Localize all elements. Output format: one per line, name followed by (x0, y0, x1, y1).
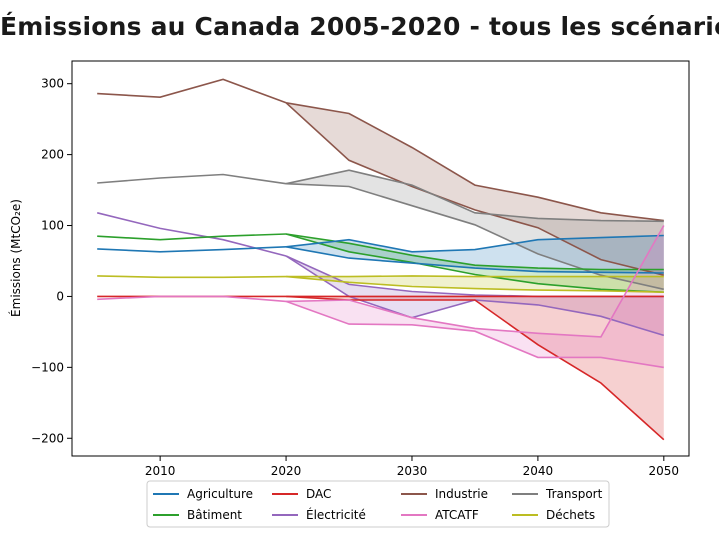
dechets-historical-line (97, 275, 287, 279)
x-tick-label: 2030 (397, 464, 428, 478)
batiment-range-area (286, 234, 664, 293)
x-tick-label: 2040 (523, 464, 554, 478)
x-tick-label: 2010 (145, 464, 176, 478)
plot-frame (71, 60, 690, 457)
y-tick-label: 200 (41, 148, 64, 162)
y-tick-label: 100 (41, 219, 64, 233)
x-tick-label: 2050 (649, 464, 680, 478)
transport-lower-line (286, 182, 664, 291)
y-tick-label: 300 (41, 77, 64, 91)
chart-title: Émissions au Canada 2005-2020 - tous les… (0, 12, 719, 41)
transport-upper-line (285, 169, 664, 223)
industrie-upper-line (285, 102, 664, 222)
industrie-lower-line (285, 102, 664, 276)
dechets-range-area (286, 275, 664, 293)
legend-frame (146, 480, 610, 528)
legend-label-electricite: Électricité (306, 507, 366, 522)
dac-range-area (286, 296, 664, 440)
transport-range-area (286, 170, 664, 290)
y-tick-label: −200 (31, 431, 64, 445)
atcatf-lower-line (285, 300, 664, 369)
agriculture-lower-line (285, 246, 664, 274)
agriculture-upper-line (286, 234, 664, 253)
x-tick-label: 2020 (271, 464, 302, 478)
legend-label-industrie: Industrie (435, 487, 488, 501)
legend-label-transport: Transport (545, 487, 603, 501)
batiment-lower-line (285, 233, 664, 293)
legend-label-dac: DAC (306, 487, 331, 501)
batiment-historical-line (97, 233, 287, 241)
y-axis-ticks: −200 −100 0 100 200 300 (31, 77, 72, 445)
y-tick-label: 0 (56, 289, 64, 303)
legend-label-dechets: Déchets (546, 508, 595, 522)
series-lines (97, 78, 665, 441)
atcatf-range-area (286, 225, 664, 368)
x-axis-ticks: 2010 2020 2030 2040 2050 (145, 456, 679, 478)
agriculture-historical-line (97, 246, 287, 253)
atcatf-upper-line (286, 225, 665, 338)
y-axis-label: Émissions (MtCO₂e) (8, 199, 23, 317)
legend-label-atcatf: ATCATF (435, 508, 479, 522)
agriculture-range-area (286, 235, 664, 273)
dechets-upper-line (286, 275, 664, 278)
industrie-historical-line (97, 78, 287, 104)
batiment-upper-line (285, 233, 664, 271)
legend: Agriculture Bâtiment DAC Électricité Industr… (146, 480, 610, 528)
industrie-range-area (286, 102, 664, 276)
atcatf-historical-line (97, 295, 287, 303)
legend-label-batiment: Bâtiment (187, 508, 242, 522)
dechets-lower-line (286, 275, 664, 293)
transport-historical-line (97, 173, 287, 185)
legend-label-agriculture: Agriculture (187, 487, 253, 501)
y-tick-label: −100 (31, 360, 64, 374)
